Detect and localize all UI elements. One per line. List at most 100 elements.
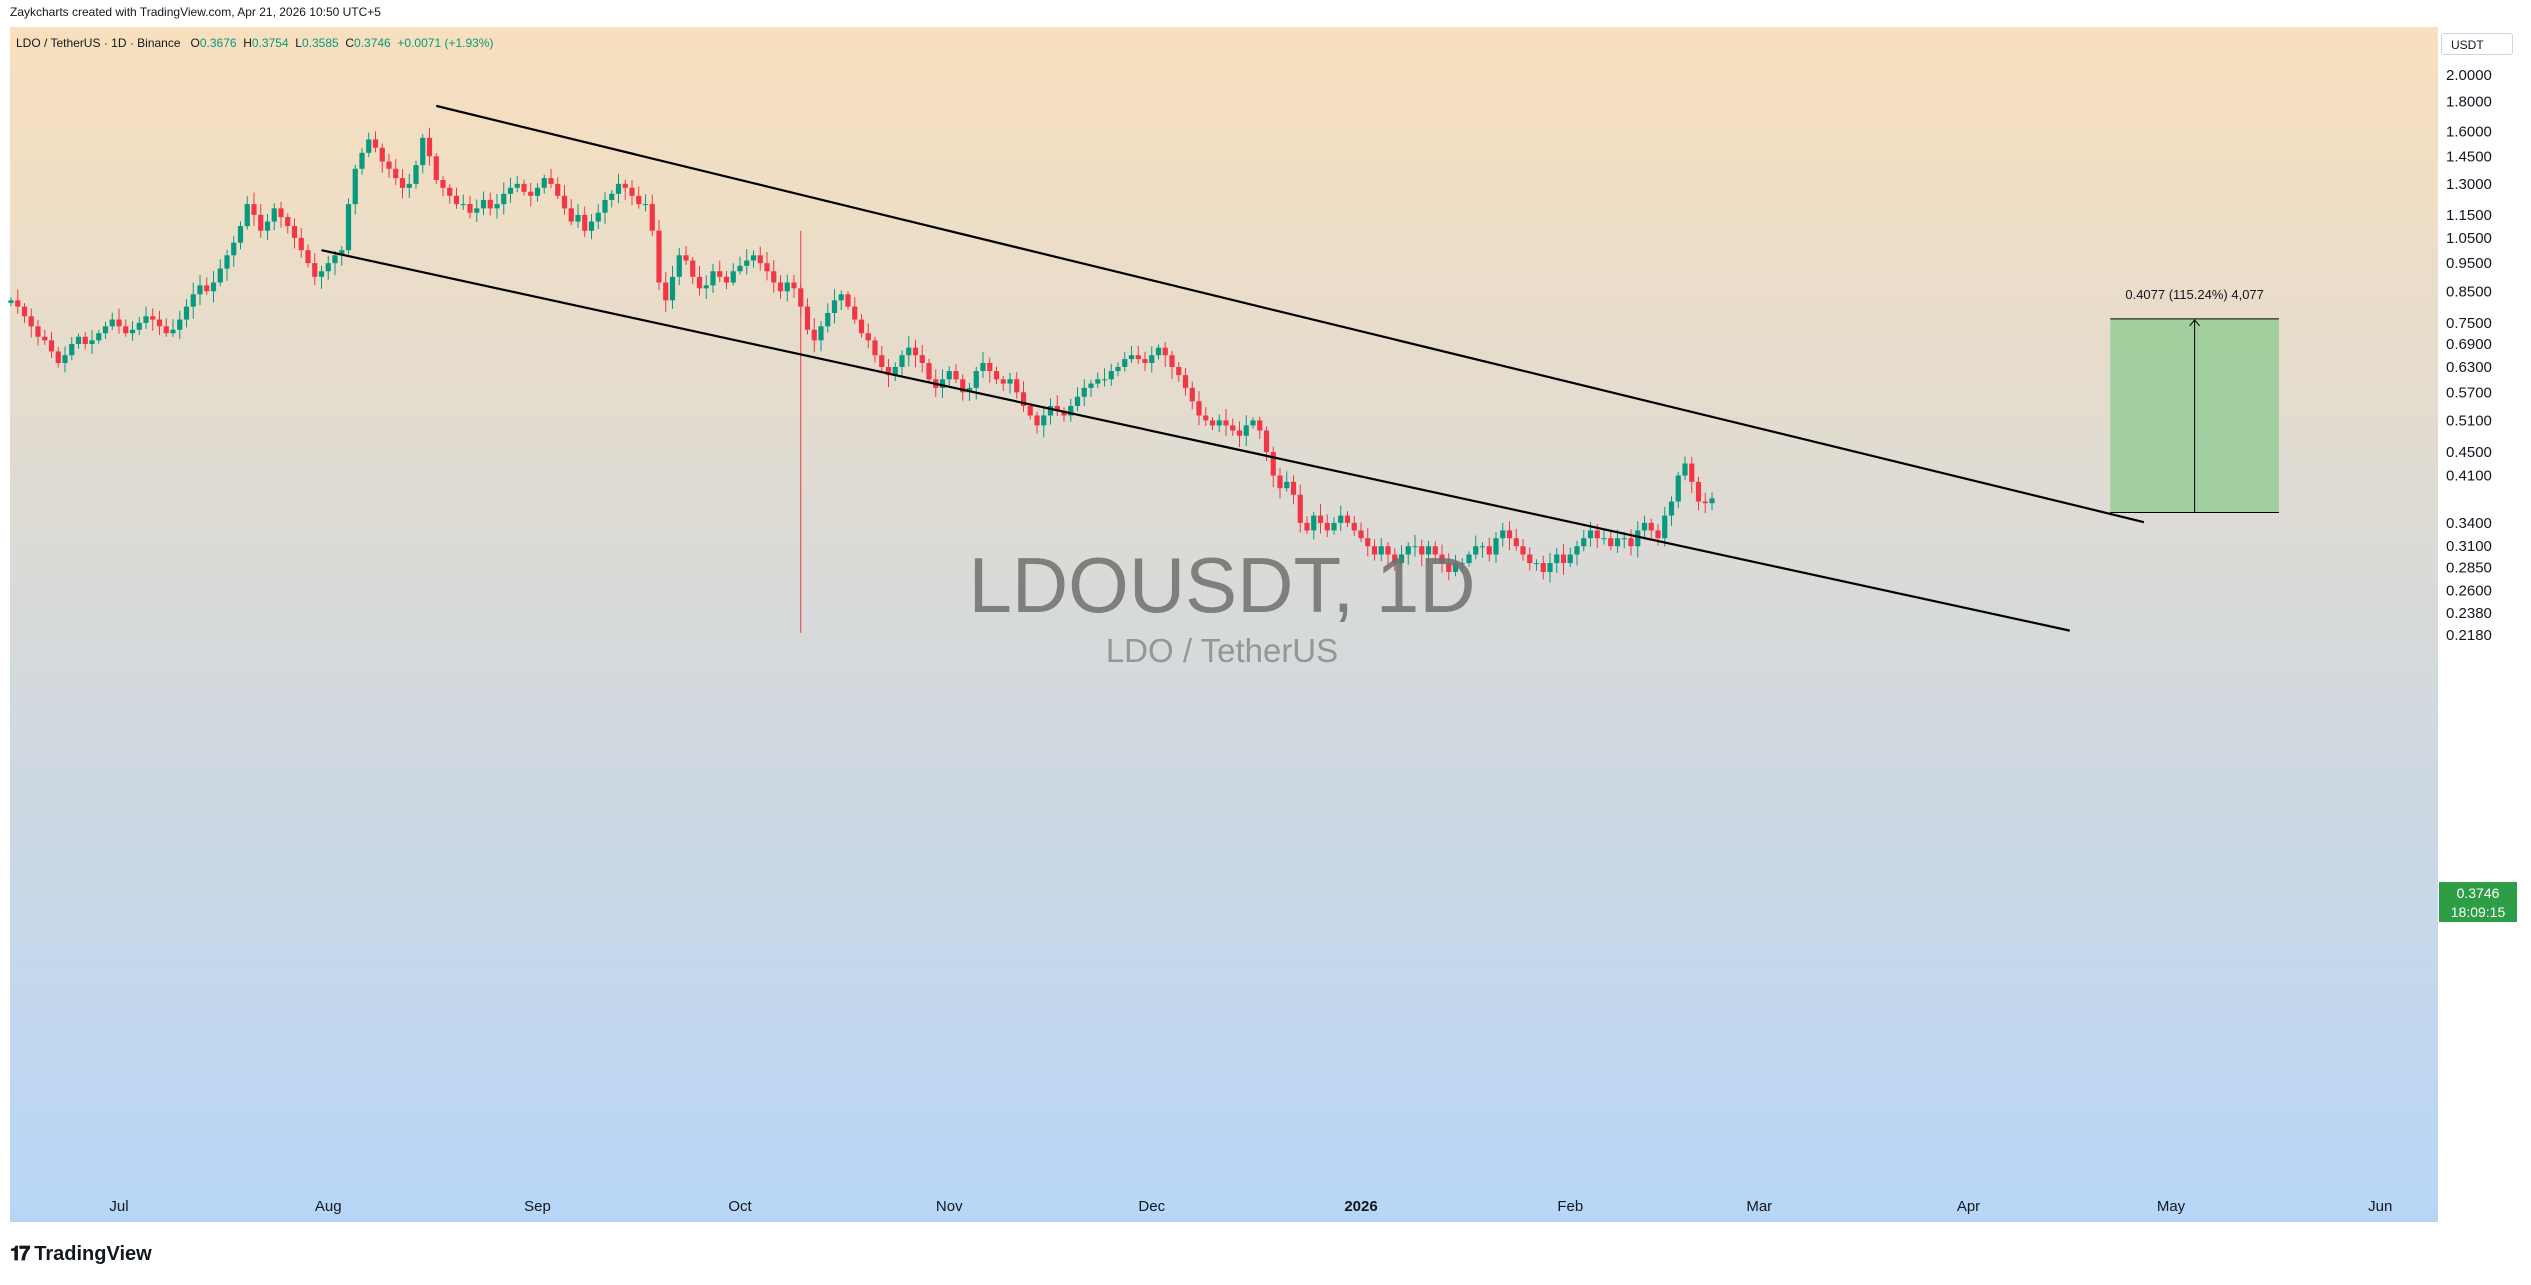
candle-body bbox=[1209, 420, 1216, 426]
candle-body bbox=[1216, 420, 1222, 426]
currency-selector[interactable]: USDT bbox=[2441, 33, 2513, 55]
candle-body bbox=[1007, 379, 1013, 384]
candle-body bbox=[116, 319, 122, 327]
candle-body bbox=[28, 316, 34, 327]
upper-channel-line bbox=[435, 104, 2145, 524]
candle-body bbox=[1068, 405, 1074, 416]
price-tick-label: 0.3400 bbox=[2446, 515, 2492, 532]
candle-body bbox=[1162, 347, 1168, 356]
candle-body bbox=[1452, 563, 1459, 572]
candle-body bbox=[1284, 481, 1290, 489]
brand-name: TradingView bbox=[34, 1243, 152, 1265]
candle-body bbox=[1695, 481, 1702, 502]
candle-body bbox=[717, 271, 723, 277]
candle-body bbox=[244, 204, 250, 227]
price-tick-label: 0.5100 bbox=[2446, 412, 2492, 429]
candle-body bbox=[345, 204, 352, 251]
time-tick-label: Nov bbox=[936, 1198, 963, 1215]
candle-body bbox=[669, 276, 676, 301]
measure-arrow-head bbox=[2189, 319, 2201, 327]
candle-body bbox=[1385, 546, 1391, 555]
candle-body bbox=[555, 183, 561, 196]
price-tick-label: 0.2380 bbox=[2446, 605, 2492, 622]
price-axis-labels: 2.0000 1.8000 1.6000 1.4500 1.3000 1.1500 1.05… bbox=[2446, 67, 2492, 644]
tradingview-logo[interactable]: 𝟏𝟕 TradingView bbox=[10, 1243, 152, 1266]
candle-body bbox=[1149, 355, 1155, 364]
candle-body bbox=[1338, 515, 1344, 523]
candle-body bbox=[75, 336, 82, 344]
candle-body bbox=[1290, 481, 1297, 495]
price-tick-label: 0.2180 bbox=[2446, 627, 2492, 644]
legend-low-label: L bbox=[295, 36, 302, 50]
legend-close: 0.3746 bbox=[354, 36, 391, 50]
candle-body bbox=[1621, 538, 1627, 540]
legend-symbol: LDO / TetherUS · 1D · Binance bbox=[16, 36, 181, 50]
price-tick-label: 2.0000 bbox=[2446, 67, 2492, 84]
candle-body bbox=[1547, 563, 1553, 572]
candle-body bbox=[1020, 392, 1027, 406]
candle-body bbox=[237, 226, 244, 243]
candle-body bbox=[575, 214, 581, 222]
candle-body bbox=[1554, 554, 1560, 564]
candle-body bbox=[521, 183, 527, 192]
candle-body bbox=[1142, 359, 1148, 364]
candle-body bbox=[649, 204, 655, 231]
time-axis-labels: Jul Aug Sep Oct Nov Dec 2026 Feb Mar Apr May Jun bbox=[109, 1198, 2392, 1215]
candle-body bbox=[1095, 379, 1101, 384]
measure-label: 0.4077 (115.24%) 4,077 bbox=[2125, 287, 2264, 302]
candle-body bbox=[757, 255, 763, 264]
price-tick-label: 1.0500 bbox=[2446, 230, 2492, 247]
price-axis[interactable] bbox=[2438, 27, 2531, 1222]
candle-body bbox=[1581, 538, 1587, 547]
candle-body bbox=[1378, 546, 1384, 555]
candle-body bbox=[858, 319, 865, 334]
candle-body bbox=[1034, 415, 1040, 426]
candle-body bbox=[507, 187, 514, 194]
legend-high: 0.3754 bbox=[251, 36, 289, 50]
candle-body bbox=[1236, 430, 1243, 436]
candle-body bbox=[912, 347, 919, 356]
candle-body bbox=[453, 195, 460, 205]
candle-body bbox=[609, 193, 615, 200]
watermark-subtitle: LDO / TetherUS bbox=[1106, 632, 1338, 669]
candle-body bbox=[136, 322, 142, 330]
candle-body bbox=[987, 363, 993, 372]
candle-body bbox=[1614, 538, 1621, 547]
candle-body bbox=[1270, 452, 1276, 476]
candle-body bbox=[150, 316, 156, 320]
candle-body bbox=[1014, 379, 1020, 393]
candle-body bbox=[845, 294, 851, 307]
candle-body bbox=[379, 147, 385, 162]
candle-body bbox=[784, 282, 790, 292]
candle-body bbox=[548, 178, 554, 184]
time-tick-label: 2026 bbox=[1344, 1198, 1377, 1215]
candle-body bbox=[312, 263, 318, 277]
price-tick-label: 0.7500 bbox=[2446, 315, 2492, 332]
candle-body bbox=[1655, 530, 1661, 539]
candle-body bbox=[332, 255, 338, 264]
candle-body bbox=[1304, 522, 1310, 531]
price-tick-label: 0.6900 bbox=[2446, 336, 2492, 353]
time-tick-label: Dec bbox=[1138, 1198, 1165, 1215]
candle-body bbox=[406, 183, 412, 188]
candle-body bbox=[663, 282, 669, 301]
candle-body bbox=[1344, 515, 1351, 523]
candle-body bbox=[737, 265, 743, 272]
time-tick-label: Jul bbox=[109, 1198, 128, 1215]
candle-body bbox=[129, 329, 136, 334]
candle-body bbox=[291, 226, 298, 238]
candle-body bbox=[906, 347, 912, 356]
candle-body bbox=[474, 208, 480, 213]
last-price-tag: 0.3746 18:09:15 bbox=[2439, 882, 2517, 922]
price-tick-label: 1.8000 bbox=[2446, 94, 2492, 111]
chart-area[interactable] bbox=[10, 27, 2438, 1222]
legend-low: 0.3585 bbox=[301, 36, 339, 50]
trend-lines-layer bbox=[321, 104, 2145, 632]
candle-body bbox=[879, 355, 885, 367]
candle-body bbox=[636, 195, 642, 205]
candle-body bbox=[467, 204, 473, 213]
candle-body bbox=[744, 260, 750, 266]
time-tick-label: Mar bbox=[1746, 1198, 1772, 1215]
time-tick-label: May bbox=[2157, 1198, 2186, 1215]
candle-body bbox=[791, 282, 797, 289]
